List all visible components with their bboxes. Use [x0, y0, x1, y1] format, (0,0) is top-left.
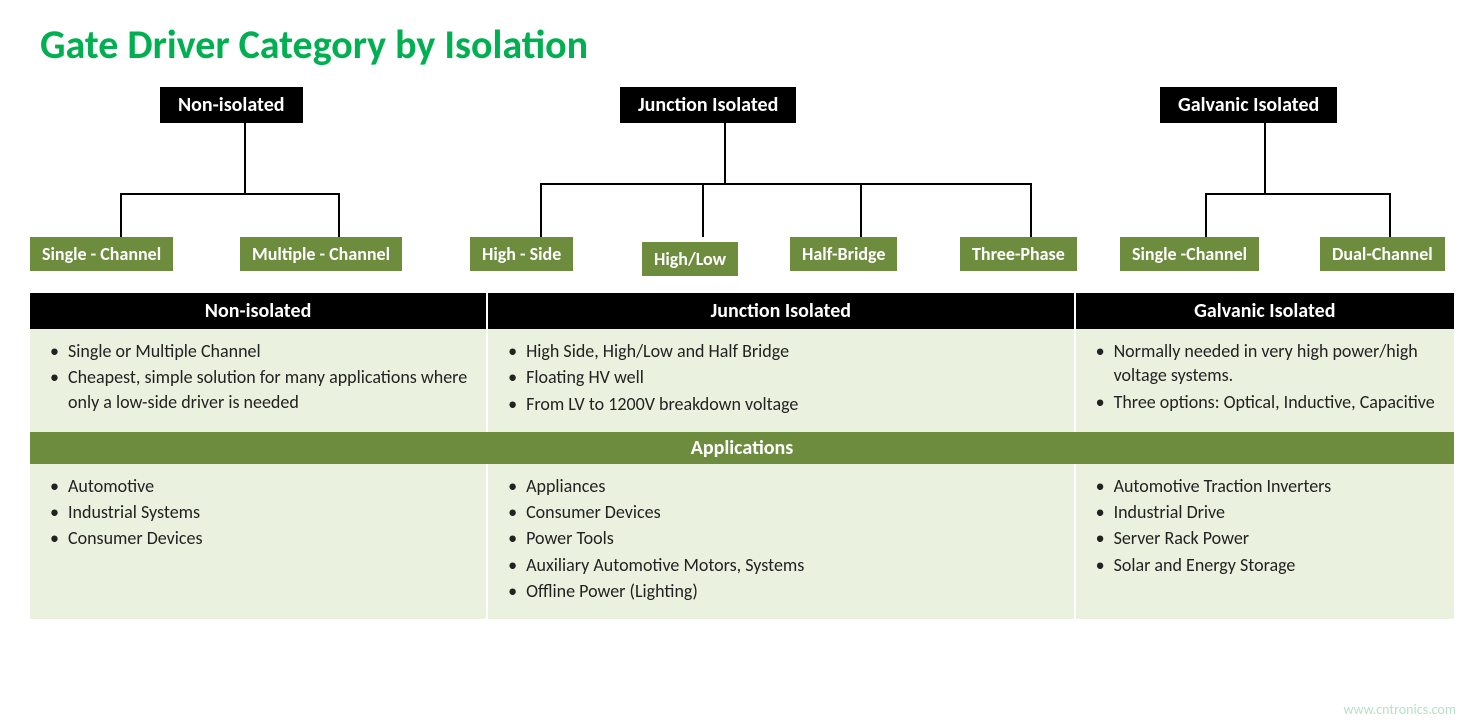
list-item: Appliances [508, 474, 1057, 498]
details-row: Single or Multiple Channel Cheapest, sim… [30, 329, 1454, 432]
connector [724, 123, 726, 183]
connector [1030, 183, 1032, 237]
list-item: Industrial Drive [1096, 500, 1438, 524]
list-item: Single or Multiple Channel [50, 339, 470, 363]
list-item: Server Rack Power [1096, 526, 1438, 550]
list-item: Cheapest, simple solution for many appli… [50, 365, 470, 414]
list-item: Consumer Devices [50, 526, 470, 550]
list-item: Auxiliary Automotive Motors, Systems [508, 553, 1057, 577]
root-galvanic-isolated: Galvanic Isolated [1160, 87, 1337, 123]
details-galvanic: Normally needed in very high power/high … [1076, 329, 1454, 432]
page-title: Gate Driver Category by Isolation [40, 20, 1454, 69]
list-item: From LV to 1200V breakdown voltage [508, 392, 1057, 416]
list-item: Three options: Optical, Inductive, Capac… [1096, 390, 1438, 414]
connector [120, 193, 122, 237]
header-galvanic: Galvanic Isolated [1076, 293, 1454, 329]
list-item: High Side, High/Low and Half Bridge [508, 339, 1057, 363]
connector [120, 193, 340, 195]
leaf-high-side: High - Side [470, 237, 573, 271]
apps-galvanic: Automotive Traction Inverters Industrial… [1076, 464, 1454, 619]
leaf-galvanic-single: Single -Channel [1120, 237, 1259, 271]
leaf-multiple-channel: Multiple - Channel [240, 237, 402, 271]
root-junction-isolated: Junction Isolated [620, 87, 796, 123]
leaf-half-bridge: Half-Bridge [790, 237, 897, 271]
connector [338, 193, 340, 237]
list-item: Automotive [50, 474, 470, 498]
leaf-three-phase: Three-Phase [960, 237, 1077, 271]
watermark: www.cntronics.com [1343, 701, 1456, 718]
apps-non-isolated: Automotive Industrial Systems Consumer D… [30, 464, 488, 619]
applications-header: Applications [30, 432, 1454, 464]
connector [860, 183, 862, 237]
leaf-high-low: High/Low [642, 242, 738, 276]
list-item: Power Tools [508, 526, 1057, 550]
root-non-isolated: Non-isolated [160, 87, 303, 123]
header-junction: Junction Isolated [488, 293, 1076, 329]
connector [1205, 193, 1391, 195]
list-item: Solar and Energy Storage [1096, 553, 1438, 577]
tree-diagram: Non-isolated Single - Channel Multiple -… [30, 87, 1454, 287]
details-non-isolated: Single or Multiple Channel Cheapest, sim… [30, 329, 488, 432]
connector [702, 183, 704, 237]
connector [1205, 193, 1207, 237]
apps-junction: Appliances Consumer Devices Power Tools … [488, 464, 1075, 619]
connector [244, 123, 246, 193]
details-table: Non-isolated Junction Isolated Galvanic … [30, 293, 1454, 619]
connector [1264, 123, 1266, 193]
list-item: Industrial Systems [50, 500, 470, 524]
header-row: Non-isolated Junction Isolated Galvanic … [30, 293, 1454, 329]
list-item: Consumer Devices [508, 500, 1057, 524]
applications-row: Automotive Industrial Systems Consumer D… [30, 464, 1454, 619]
list-item: Offline Power (Lighting) [508, 579, 1057, 603]
list-item: Normally needed in very high power/high … [1096, 339, 1438, 388]
leaf-single-channel: Single - Channel [30, 237, 173, 271]
connector [540, 183, 542, 237]
connector [1389, 193, 1391, 237]
leaf-galvanic-dual: Dual-Channel [1320, 237, 1445, 271]
list-item: Automotive Traction Inverters [1096, 474, 1438, 498]
details-junction: High Side, High/Low and Half Bridge Floa… [488, 329, 1075, 432]
connector [540, 183, 1032, 185]
list-item: Floating HV well [508, 365, 1057, 389]
header-non-isolated: Non-isolated [30, 293, 488, 329]
